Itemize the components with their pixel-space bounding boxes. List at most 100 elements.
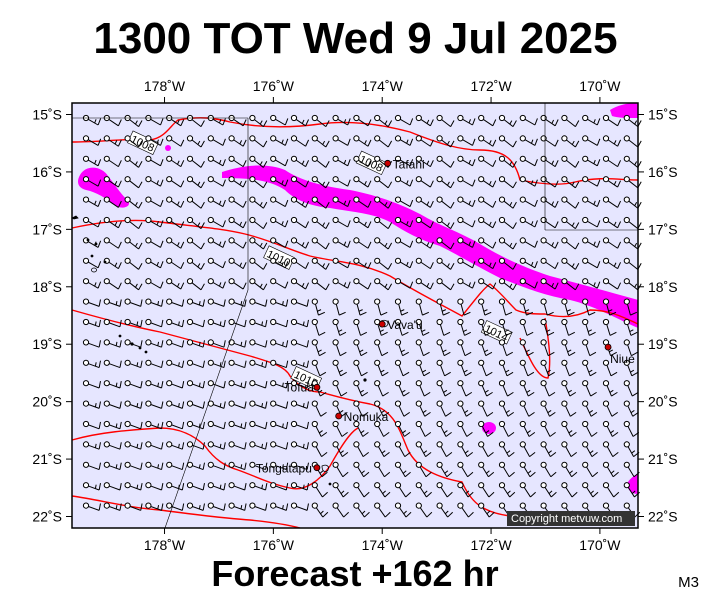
wind-barb [478, 461, 495, 478]
wind-barb [374, 441, 390, 458]
wind-barb [561, 114, 580, 128]
wind-barb [478, 420, 494, 437]
wind-barb [103, 298, 122, 307]
wind-barb [166, 257, 185, 270]
wind-barb [415, 135, 434, 147]
wind-barb [103, 359, 122, 369]
wind-barb [394, 482, 412, 498]
wind-barb [374, 278, 393, 291]
wind-barb [436, 298, 450, 316]
wind-barb [436, 257, 455, 270]
wind-barb [582, 400, 598, 417]
wind-barb [270, 114, 289, 126]
wind-barb [166, 155, 185, 168]
wind-barb [186, 257, 205, 270]
wind-barb [270, 359, 289, 369]
wind-barb [311, 237, 330, 250]
wind-barb [623, 298, 638, 316]
lon-label-top: 178˚W [144, 78, 186, 94]
place-marker: Tafahi [384, 157, 425, 171]
wind-barb [374, 257, 393, 270]
wind-barb [332, 176, 351, 187]
wind-barb [228, 380, 247, 389]
wind-barb [457, 359, 472, 377]
wind-barb [270, 278, 289, 289]
wind-barb [394, 196, 414, 208]
wind-barb [498, 441, 515, 458]
wind-barb [602, 216, 622, 229]
wind-barb [436, 502, 454, 518]
island-dot [90, 254, 94, 258]
wind-barb [103, 318, 122, 328]
wind-barb [124, 135, 143, 148]
wind-barb [207, 278, 226, 289]
wind-barb [415, 155, 434, 168]
wind-barb [498, 237, 517, 250]
wind-barb [498, 380, 514, 397]
wind-barb [394, 155, 414, 167]
wind-barb [374, 461, 391, 478]
wind-barb [290, 502, 309, 511]
wind-barb [207, 482, 226, 491]
wind-barb [561, 318, 576, 336]
inset-lines [72, 103, 638, 529]
wind-barb [353, 196, 372, 208]
wind-barb [561, 339, 576, 357]
wind-barb [457, 420, 473, 437]
island-dot [328, 482, 332, 486]
wind-barb [540, 380, 556, 397]
wind-barb [290, 196, 310, 208]
wind-barb [561, 176, 580, 189]
wind-barb [166, 135, 185, 147]
wind-barb [207, 216, 226, 228]
wind-barb [519, 380, 535, 397]
wind-barb [290, 257, 310, 270]
wind-barb [478, 482, 495, 498]
wind-barb [415, 359, 431, 377]
wind-barb [582, 339, 597, 357]
wind-barb [436, 400, 452, 417]
lat-label-left: 18˚S [32, 279, 62, 295]
wind-barb [519, 216, 538, 228]
wind-barb [582, 155, 601, 167]
wind-barb [270, 196, 289, 208]
wind-barb [353, 420, 369, 437]
wind-barb [394, 502, 412, 518]
wind-barb [353, 176, 372, 188]
wind-barb [582, 359, 597, 377]
wind-barb [290, 461, 309, 471]
wind-barb [394, 114, 414, 126]
forecast-hour: Forecast +162 hr [211, 553, 499, 594]
wind-barb [186, 318, 205, 328]
wind-barb [561, 155, 580, 168]
wind-barb [249, 461, 268, 471]
wind-barb [436, 278, 455, 291]
place-name: Tofua [285, 380, 315, 394]
wind-barb [602, 420, 619, 437]
wind-barb [186, 380, 205, 389]
wind-barb [290, 155, 310, 168]
wind-barb [498, 257, 517, 270]
wind-barb [561, 359, 576, 377]
wind-barb [582, 176, 601, 187]
wind-barb [311, 400, 327, 417]
wind-barb [436, 196, 455, 209]
map-frame [71, 102, 639, 529]
wind-barb [582, 114, 601, 126]
wind-barb [228, 216, 247, 229]
wind-barb [311, 196, 330, 209]
wind-barb [602, 461, 619, 478]
wind-barb [82, 298, 101, 307]
island-dot [363, 378, 367, 382]
wind-barb [436, 441, 453, 458]
wind-barb [290, 318, 309, 328]
wind-barb [82, 135, 102, 146]
wind-barb [290, 216, 310, 229]
wind-barb [540, 441, 557, 458]
wind-barb [124, 441, 143, 450]
place-dot [604, 343, 612, 351]
wind-barb [374, 216, 393, 230]
wind-barb [332, 278, 351, 289]
wind-barb [457, 380, 473, 397]
wind-barb [374, 176, 393, 189]
